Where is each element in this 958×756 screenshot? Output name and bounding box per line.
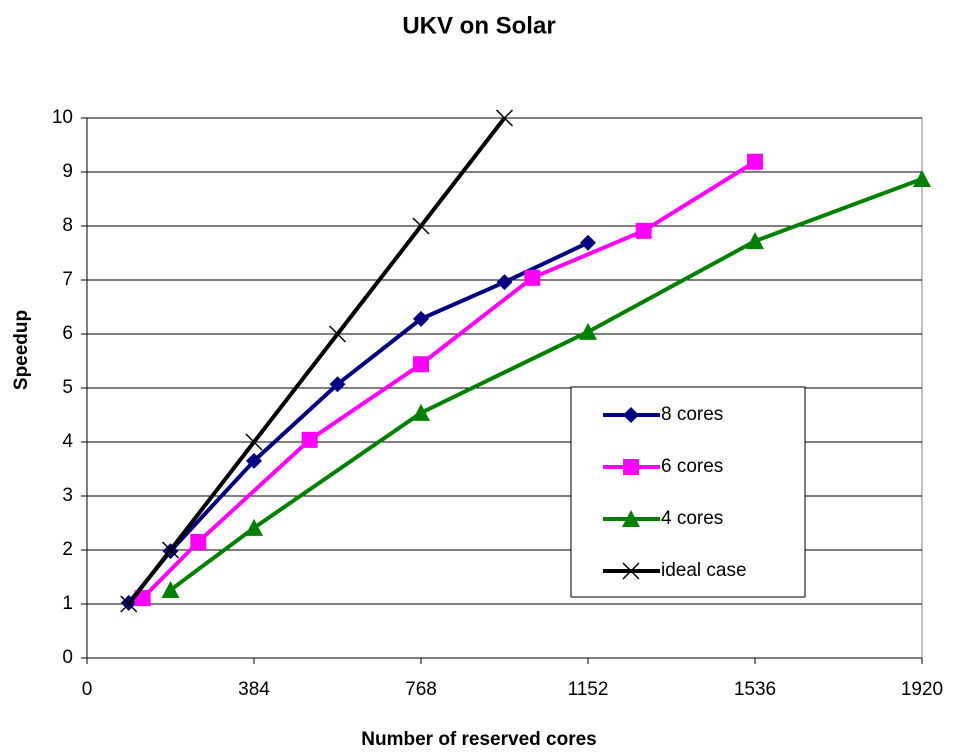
x-axis-label: Number of reserved cores (361, 729, 597, 750)
x-tick-label: 0 (82, 679, 93, 700)
marker (747, 153, 763, 170)
marker (635, 222, 652, 239)
y-tick-label: 0 (62, 647, 73, 668)
y-axis-label: Speedup (11, 310, 32, 390)
legend-box (570, 386, 806, 598)
y-tick-label: 7 (62, 269, 73, 290)
marker (495, 109, 514, 127)
marker (301, 431, 318, 448)
y-tick-label: 3 (62, 485, 73, 506)
marker (913, 170, 931, 188)
marker (579, 322, 597, 340)
legend-label: 4 cores (661, 508, 723, 529)
y-tick-label: 1 (62, 593, 73, 614)
marker (623, 407, 639, 423)
marker (622, 562, 640, 580)
y-tick-label: 5 (62, 377, 73, 398)
legend: 8 cores 6 cores 4 cores ideal case (570, 386, 806, 598)
marker (161, 541, 180, 559)
marker (161, 580, 180, 598)
marker (245, 433, 263, 451)
marker (190, 533, 207, 550)
y-tick-label: 8 (62, 215, 73, 236)
x-tick-label: 768 (405, 679, 437, 700)
legend-label: 8 cores (661, 404, 723, 425)
marker (120, 595, 138, 613)
marker (524, 269, 541, 286)
marker (413, 310, 429, 327)
marker (412, 217, 430, 235)
y-tick-label: 9 (62, 161, 73, 182)
marker (746, 232, 764, 250)
x-tick-label: 1920 (901, 679, 943, 700)
y-tick-label: 6 (62, 323, 73, 344)
marker (622, 510, 640, 527)
legend-label: ideal case (661, 560, 747, 581)
marker (246, 452, 262, 469)
marker (245, 518, 263, 536)
marker (412, 403, 430, 421)
series-line (127, 116, 507, 606)
series-line (169, 177, 923, 592)
x-tick-label: 384 (238, 679, 270, 700)
marker (496, 274, 513, 291)
y-tick-label: 2 (62, 539, 73, 560)
legend-label: 6 cores (661, 456, 723, 477)
x-tick-label: 1152 (568, 679, 609, 700)
marker (329, 376, 346, 393)
x-tick-label: 1536 (734, 679, 776, 700)
chart-title: UKV on Solar (402, 12, 555, 39)
marker (328, 325, 347, 343)
marker (623, 459, 639, 475)
y-tick-label: 10 (52, 107, 73, 128)
marker (580, 234, 596, 251)
marker (413, 356, 429, 373)
y-tick-label: 4 (62, 431, 73, 452)
